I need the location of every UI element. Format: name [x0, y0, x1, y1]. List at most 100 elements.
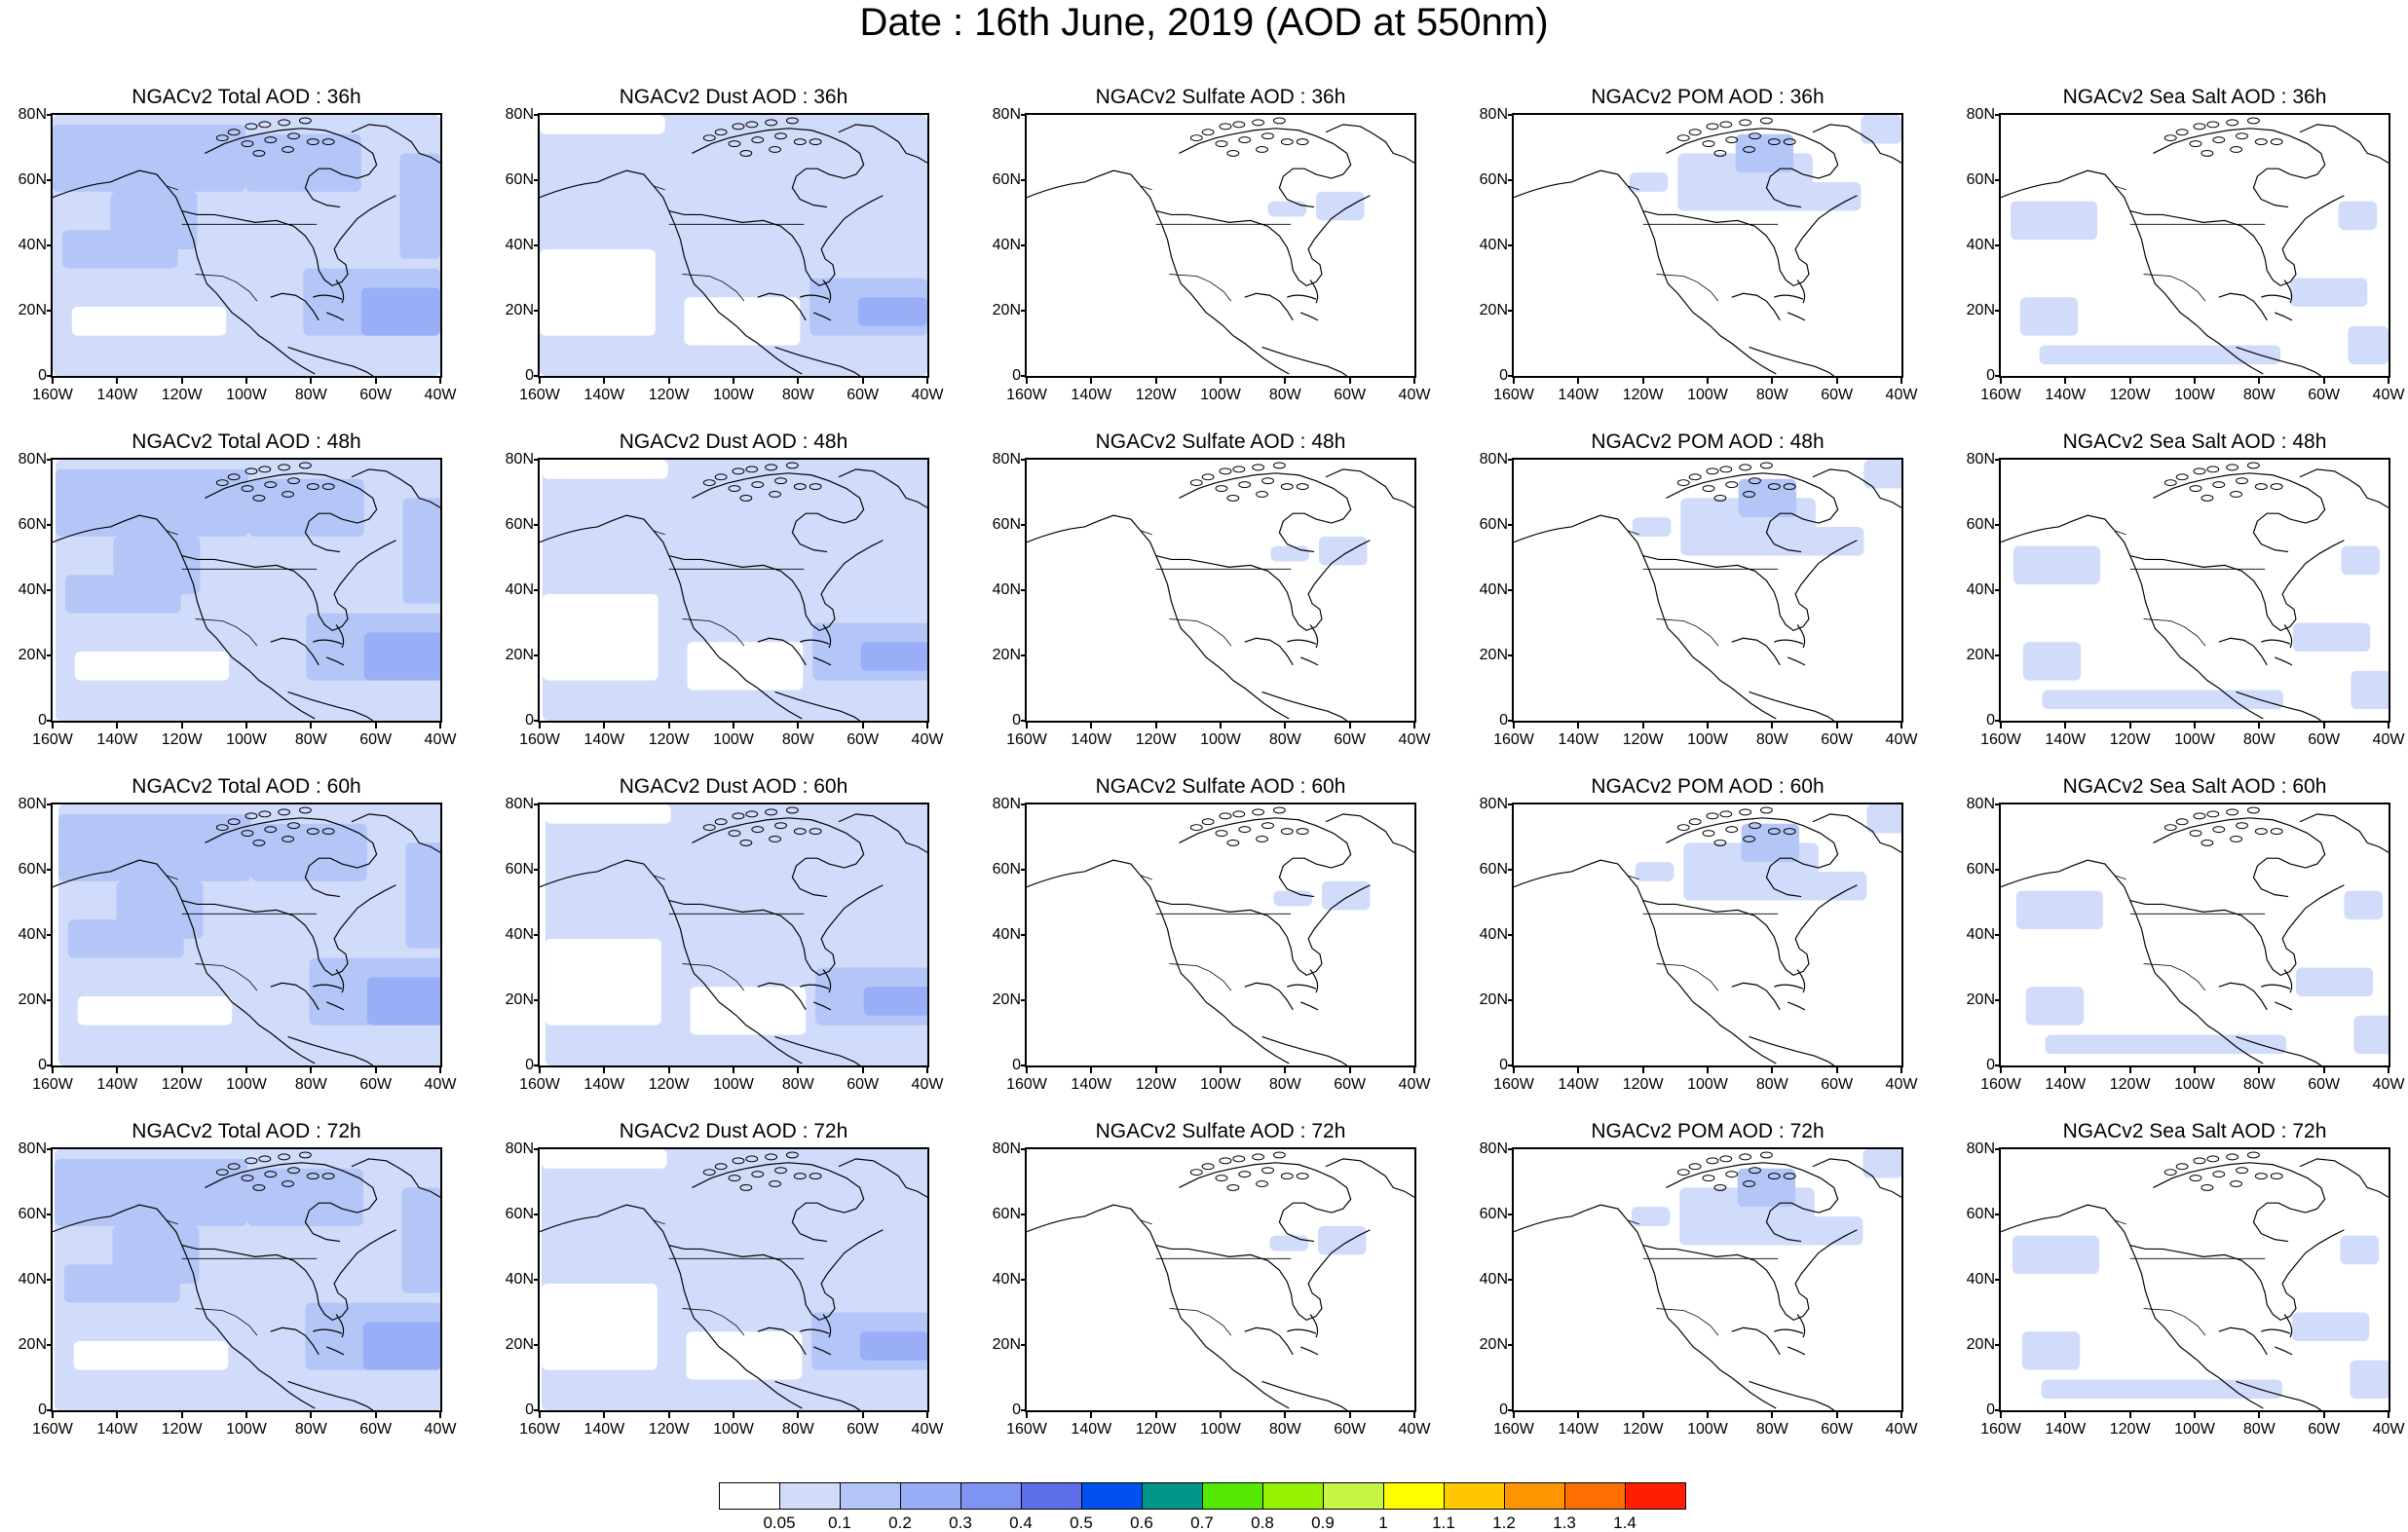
aod-shade-region	[1808, 871, 1867, 901]
coastline	[2001, 859, 2264, 1065]
coastline	[1514, 514, 1777, 720]
island-outline	[321, 483, 335, 491]
longitude-tick	[2322, 378, 2325, 384]
colorbar-label: 0.4	[1009, 1513, 1033, 1532]
island-outline	[1688, 1163, 1702, 1171]
island-outline	[732, 123, 745, 131]
latitude-label: 20N	[18, 1336, 47, 1353]
island-outline	[728, 830, 741, 838]
longitude-tick	[733, 723, 734, 729]
island-outline	[2254, 483, 2268, 491]
coastline	[287, 1380, 374, 1410]
island-outline	[252, 149, 266, 157]
coastline	[2274, 312, 2293, 321]
coastline	[2283, 624, 2293, 649]
island-outline	[702, 479, 716, 487]
latitude-label: 20N	[1966, 302, 1995, 318]
longitude-label: 100W	[1200, 1076, 1241, 1093]
latitude-tick	[1021, 459, 1027, 461]
longitude-tick	[1026, 1412, 1028, 1418]
island-outline	[298, 117, 312, 125]
longitude-tick	[926, 1412, 928, 1418]
island-outline	[2193, 467, 2206, 475]
latitude-tick	[1995, 1065, 2001, 1066]
island-outline	[1261, 477, 1274, 485]
longitude-label: 40W	[911, 387, 944, 403]
aod-shade-region	[2042, 690, 2284, 710]
map-plot-area	[538, 803, 929, 1067]
latitude-label: 80N	[1479, 106, 1508, 123]
longitude-tick	[1835, 1067, 1838, 1073]
coastline	[1244, 1326, 1294, 1356]
island-outline	[1272, 1151, 1286, 1159]
longitude-tick	[2194, 1067, 2196, 1073]
longitude-label: 100W	[226, 1421, 267, 1438]
longitude-label: 80W	[2242, 1421, 2276, 1438]
longitude-label: 120W	[648, 731, 690, 748]
map-svg	[1027, 462, 1414, 721]
latitude-label: 40N	[505, 1271, 534, 1288]
longitude-label: 100W	[226, 731, 267, 748]
country-border	[166, 1219, 178, 1225]
map-svg	[1514, 115, 1901, 376]
coastline	[325, 656, 345, 666]
coastline	[692, 128, 865, 208]
coastline	[1179, 1162, 1352, 1243]
map-panel: NGACv2 Sea Salt AOD : 36h 80N 60N 40N 20N 0 16…	[1948, 84, 2408, 429]
panel-title: NGACv2 POM AOD : 72h	[1591, 1120, 1825, 1142]
aod-shade-region	[2348, 325, 2389, 365]
island-outline	[2270, 1173, 2283, 1180]
island-outline	[2246, 1151, 2260, 1159]
longitude-tick	[926, 1067, 928, 1073]
latitude-label: 20N	[505, 302, 534, 318]
map-svg	[2001, 1151, 2389, 1410]
island-outline	[1296, 828, 1309, 836]
coastline	[1244, 637, 1294, 666]
longitude-label: 120W	[1622, 1076, 1664, 1093]
longitude-label: 60W	[1334, 1076, 1367, 1093]
longitude-tick	[1900, 1412, 1902, 1418]
coastline	[1325, 468, 1414, 508]
latitude-label: 20N	[505, 1336, 534, 1353]
longitude-tick	[1413, 1412, 1415, 1418]
longitude-tick	[2194, 1412, 2196, 1418]
island-outline	[2175, 129, 2189, 136]
island-outline	[264, 826, 278, 834]
island-outline	[732, 812, 745, 820]
island-outline	[1189, 824, 1203, 832]
colorbar-label: 1.2	[1492, 1513, 1516, 1532]
longitude-label: 120W	[1135, 1076, 1177, 1093]
latitude-label: 60N	[1479, 171, 1508, 188]
island-outline	[282, 491, 295, 498]
country-border	[2114, 185, 2126, 191]
longitude-label: 160W	[1006, 731, 1047, 748]
longitude-tick	[667, 723, 670, 729]
map-plot-area	[1999, 113, 2390, 378]
island-outline	[714, 129, 728, 136]
longitude-label: 40W	[1885, 1076, 1918, 1093]
map-panel: NGACv2 POM AOD : 60h 80N 60N 40N 20N 0 160W 140…	[1461, 773, 1948, 1118]
latitude-label: 20N	[992, 302, 1021, 318]
coastline	[822, 969, 832, 993]
latitude-tick	[1995, 654, 2001, 656]
panel-title: NGACv2 Sulfate AOD : 60h	[1095, 775, 1346, 798]
latitude-label: 20N	[1966, 647, 1995, 663]
latitude-tick	[1995, 1344, 2001, 1346]
panel-title: NGACv2 POM AOD : 36h	[1591, 86, 1825, 108]
longitude-tick	[797, 378, 800, 384]
latitude-label: 80N	[18, 1140, 47, 1157]
island-outline	[2270, 483, 2283, 491]
island-outline	[1252, 464, 1265, 471]
longitude-label: 100W	[1200, 387, 1241, 403]
coastline	[1514, 169, 1777, 375]
latitude-label: 40N	[1966, 237, 1995, 253]
longitude-tick	[1154, 1067, 1157, 1073]
latitude-tick	[1995, 869, 2001, 871]
coastline	[1731, 292, 1781, 321]
aod-shade-region	[545, 804, 671, 824]
aod-shade-region	[2295, 967, 2374, 997]
country-border	[1656, 1308, 1719, 1336]
aod-shade-region	[687, 642, 804, 691]
latitude-tick	[1995, 179, 2001, 181]
island-outline	[1215, 1175, 1228, 1182]
